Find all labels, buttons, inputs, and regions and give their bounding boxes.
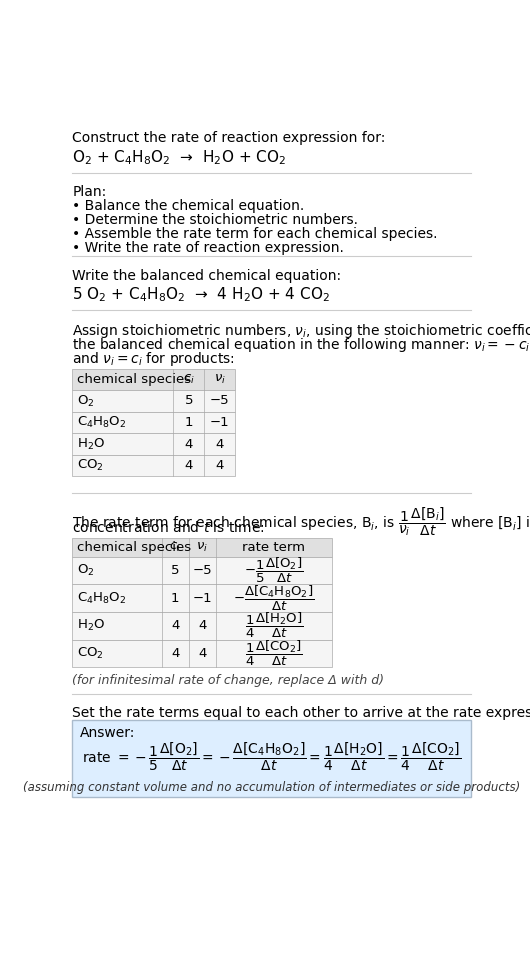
Text: 4: 4 xyxy=(216,460,224,472)
Text: O$_2$ + C$_4$H$_8$O$_2$  →  H$_2$O + CO$_2$: O$_2$ + C$_4$H$_8$O$_2$ → H$_2$O + CO$_2… xyxy=(73,148,287,168)
Text: • Balance the chemical equation.: • Balance the chemical equation. xyxy=(73,199,305,214)
Text: 4: 4 xyxy=(171,619,179,632)
Text: O$_2$: O$_2$ xyxy=(77,563,94,578)
Text: and $\nu_i = c_i$ for products:: and $\nu_i = c_i$ for products: xyxy=(73,350,235,368)
Text: $\nu_i$: $\nu_i$ xyxy=(214,372,226,386)
Text: • Determine the stoichiometric numbers.: • Determine the stoichiometric numbers. xyxy=(73,213,358,227)
Text: chemical species: chemical species xyxy=(77,541,191,554)
Text: chemical species: chemical species xyxy=(77,373,191,386)
Text: 1: 1 xyxy=(184,416,193,429)
Text: $c_i$: $c_i$ xyxy=(183,372,195,386)
FancyBboxPatch shape xyxy=(73,390,235,412)
Text: CO$_2$: CO$_2$ xyxy=(77,458,104,473)
Text: $-\dfrac{1}{5}\dfrac{\Delta[\mathrm{O_2}]}{\Delta t}$: $-\dfrac{1}{5}\dfrac{\Delta[\mathrm{O_2}… xyxy=(244,556,304,585)
Text: $c_i$: $c_i$ xyxy=(169,541,181,554)
Text: O$_2$: O$_2$ xyxy=(77,393,94,409)
Text: Assign stoichiometric numbers, $\nu_i$, using the stoichiometric coefficients, $: Assign stoichiometric numbers, $\nu_i$, … xyxy=(73,322,530,340)
Text: rate $= -\dfrac{1}{5}\dfrac{\Delta[\mathrm{O_2}]}{\Delta t} = -\dfrac{\Delta[\ma: rate $= -\dfrac{1}{5}\dfrac{\Delta[\math… xyxy=(82,741,461,773)
FancyBboxPatch shape xyxy=(73,557,332,584)
Text: C$_4$H$_8$O$_2$: C$_4$H$_8$O$_2$ xyxy=(77,591,127,606)
Text: H$_2$O: H$_2$O xyxy=(77,618,105,633)
FancyBboxPatch shape xyxy=(73,612,332,640)
FancyBboxPatch shape xyxy=(73,455,235,476)
Text: $-\dfrac{\Delta[\mathrm{C_4H_8O_2}]}{\Delta t}$: $-\dfrac{\Delta[\mathrm{C_4H_8O_2}]}{\De… xyxy=(233,583,315,612)
Text: Plan:: Plan: xyxy=(73,185,107,199)
Text: C$_4$H$_8$O$_2$: C$_4$H$_8$O$_2$ xyxy=(77,415,127,430)
Text: H$_2$O: H$_2$O xyxy=(77,436,105,452)
Text: $\dfrac{1}{4}\dfrac{\Delta[\mathrm{H_2O}]}{\Delta t}$: $\dfrac{1}{4}\dfrac{\Delta[\mathrm{H_2O}… xyxy=(245,612,303,640)
Text: • Assemble the rate term for each chemical species.: • Assemble the rate term for each chemic… xyxy=(73,227,438,241)
Text: concentration and $t$ is time:: concentration and $t$ is time: xyxy=(73,519,265,534)
Text: 4: 4 xyxy=(198,619,207,632)
FancyBboxPatch shape xyxy=(73,433,235,455)
Text: 4: 4 xyxy=(198,647,207,660)
Text: The rate term for each chemical species, B$_i$, is $\dfrac{1}{\nu_i}\dfrac{\Delt: The rate term for each chemical species,… xyxy=(73,506,530,538)
FancyBboxPatch shape xyxy=(73,719,471,797)
Text: the balanced chemical equation in the following manner: $\nu_i = -c_i$ for react: the balanced chemical equation in the fo… xyxy=(73,336,530,355)
FancyBboxPatch shape xyxy=(73,584,332,612)
Text: −5: −5 xyxy=(192,564,212,577)
Text: • Write the rate of reaction expression.: • Write the rate of reaction expression. xyxy=(73,241,344,255)
FancyBboxPatch shape xyxy=(73,412,235,433)
Text: rate term: rate term xyxy=(242,541,305,554)
Text: 5: 5 xyxy=(184,395,193,408)
Text: 4: 4 xyxy=(184,438,193,451)
Text: Write the balanced chemical equation:: Write the balanced chemical equation: xyxy=(73,269,341,282)
Text: (assuming constant volume and no accumulation of intermediates or side products): (assuming constant volume and no accumul… xyxy=(23,781,520,795)
Text: 4: 4 xyxy=(184,460,193,472)
Text: 1: 1 xyxy=(171,592,179,605)
FancyBboxPatch shape xyxy=(73,640,332,667)
Text: −1: −1 xyxy=(210,416,229,429)
Text: −1: −1 xyxy=(192,592,212,605)
FancyBboxPatch shape xyxy=(73,538,332,557)
Text: (for infinitesimal rate of change, replace Δ with d): (for infinitesimal rate of change, repla… xyxy=(73,673,384,687)
Text: Set the rate terms equal to each other to arrive at the rate expression:: Set the rate terms equal to each other t… xyxy=(73,706,530,720)
Text: $\dfrac{1}{4}\dfrac{\Delta[\mathrm{CO_2}]}{\Delta t}$: $\dfrac{1}{4}\dfrac{\Delta[\mathrm{CO_2}… xyxy=(245,639,303,668)
Text: 4: 4 xyxy=(216,438,224,451)
FancyBboxPatch shape xyxy=(73,368,235,390)
Text: Answer:: Answer: xyxy=(80,726,136,740)
Text: −5: −5 xyxy=(210,395,229,408)
Text: 5: 5 xyxy=(171,564,179,577)
Text: 4: 4 xyxy=(171,647,179,660)
Text: 5 O$_2$ + C$_4$H$_8$O$_2$  →  4 H$_2$O + 4 CO$_2$: 5 O$_2$ + C$_4$H$_8$O$_2$ → 4 H$_2$O + 4… xyxy=(73,285,330,304)
Text: Construct the rate of reaction expression for:: Construct the rate of reaction expressio… xyxy=(73,131,386,145)
Text: $\nu_i$: $\nu_i$ xyxy=(196,541,208,554)
Text: CO$_2$: CO$_2$ xyxy=(77,646,104,662)
